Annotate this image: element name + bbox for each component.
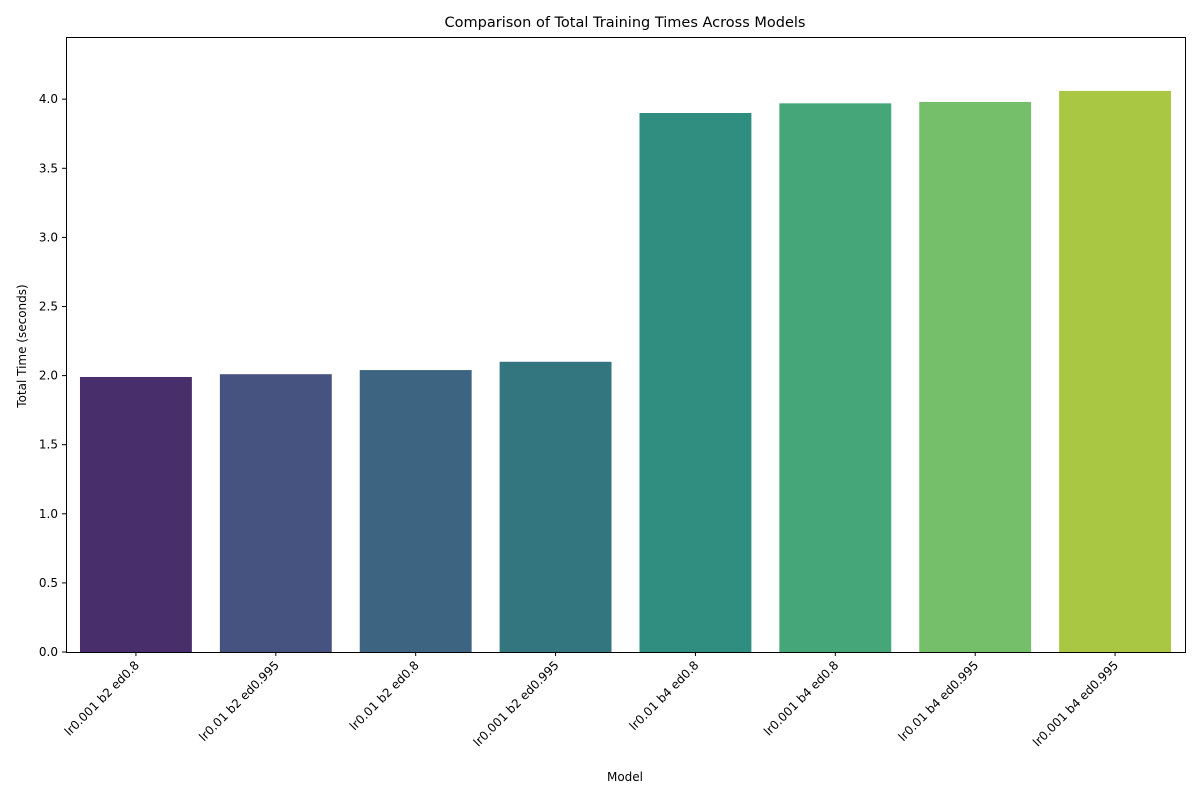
x-tick-label: lr0.01 b4 ed0.8	[627, 658, 702, 733]
x-tick-label: lr0.001 b4 ed0.8	[761, 658, 841, 738]
y-tick-label: 3.0	[39, 230, 58, 244]
bar	[779, 103, 892, 652]
bar	[639, 113, 752, 653]
y-tick-label: 2.5	[39, 299, 58, 313]
bar	[79, 376, 192, 652]
y-tick-label: 3.5	[39, 161, 58, 175]
y-axis-ticks: 0.0 0.5 1.0 1.5 2.0 2.5 3.0 3.5 4.0	[39, 92, 66, 659]
y-tick-label: 2.0	[39, 369, 58, 383]
bar	[499, 361, 612, 652]
bar	[359, 370, 472, 652]
x-axis-label: Model	[607, 770, 643, 784]
bar	[919, 101, 1032, 652]
x-tick-label: lr0.01 b2 ed0.995	[196, 658, 282, 744]
y-tick-label: 4.0	[39, 92, 58, 106]
y-tick-label: 0.5	[39, 576, 58, 590]
y-tick-label: 1.5	[39, 438, 58, 452]
y-tick-label: 1.0	[39, 507, 58, 521]
chart-title: Comparison of Total Training Times Acros…	[445, 15, 806, 31]
x-tick-label: lr0.001 b2 ed0.8	[62, 658, 142, 738]
bar	[219, 374, 332, 652]
x-axis-ticks: lr0.001 b2 ed0.8 lr0.01 b2 ed0.995 lr0.01 …	[62, 652, 1121, 749]
x-tick-label: lr0.01 b4 ed0.995	[896, 658, 982, 744]
x-tick-label: lr0.001 b2 ed0.995	[471, 658, 562, 749]
y-tick-label: 0.0	[39, 645, 58, 659]
bar	[1059, 90, 1172, 653]
y-axis-label: Total Time (seconds)	[15, 284, 29, 408]
plot-frame	[66, 37, 1186, 653]
bars-group	[79, 90, 1172, 653]
x-tick-label: lr0.001 b4 ed0.995	[1030, 658, 1121, 749]
x-tick-label: lr0.01 b2 ed0.8	[347, 658, 422, 733]
